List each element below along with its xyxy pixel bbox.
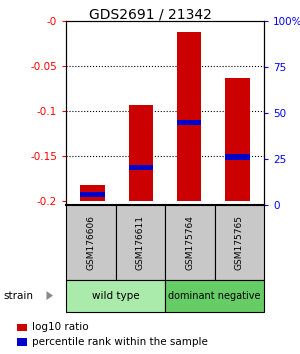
Text: GSM175764: GSM175764	[185, 215, 194, 270]
Bar	[129, 105, 153, 201]
Polygon shape	[46, 291, 53, 300]
Text: GSM176611: GSM176611	[136, 215, 145, 270]
Text: strain: strain	[3, 291, 33, 301]
Text: log10 ratio: log10 ratio	[32, 322, 88, 332]
Bar	[177, 32, 201, 201]
Text: percentile rank within the sample: percentile rank within the sample	[32, 337, 207, 347]
Text: GSM175765: GSM175765	[235, 215, 244, 270]
Text: GDS2691 / 21342: GDS2691 / 21342	[88, 7, 212, 21]
Bar	[225, 78, 250, 201]
Bar	[80, 192, 105, 197]
Bar	[80, 185, 105, 201]
Text: GSM176606: GSM176606	[86, 215, 95, 270]
Bar	[129, 165, 153, 170]
Text: wild type: wild type	[92, 291, 139, 301]
Bar	[177, 120, 201, 125]
Text: dominant negative: dominant negative	[168, 291, 261, 301]
Bar	[225, 154, 250, 160]
